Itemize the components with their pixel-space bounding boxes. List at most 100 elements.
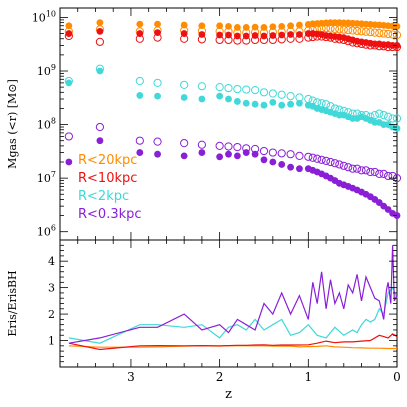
data-point — [64, 76, 73, 86]
data-point — [308, 96, 317, 105]
data-point — [388, 114, 397, 123]
data-point — [215, 83, 224, 92]
data-point — [366, 112, 375, 121]
data-point — [286, 150, 295, 159]
data-point — [269, 23, 277, 31]
ratio-panel-lines — [68, 245, 398, 351]
data-point — [233, 142, 242, 152]
data-point — [321, 32, 331, 42]
data-point — [348, 26, 357, 35]
x-tick-label: 0 — [393, 370, 401, 384]
data-point — [379, 29, 388, 38]
data-point — [95, 37, 105, 46]
data-point — [225, 95, 232, 103]
data-point — [242, 36, 251, 45]
mass-panel-ticks: 106 107 108 109 1010 — [32, 8, 398, 240]
data-point — [268, 89, 277, 98]
data-point — [357, 166, 366, 175]
data-point — [135, 76, 144, 86]
data-point — [348, 164, 357, 173]
data-point — [339, 35, 348, 45]
data-point — [154, 20, 161, 28]
y-tick-label: 1 — [48, 335, 55, 348]
x-tick-label: 3 — [127, 370, 135, 384]
data-point — [335, 105, 344, 114]
legend-item: R<2kpc — [78, 189, 129, 204]
data-point — [198, 95, 206, 103]
data-point — [317, 99, 326, 108]
legend-item: R<10kpc — [78, 171, 137, 186]
data-point — [339, 161, 348, 170]
ratio-panel-ticks: 3 2 1 0 1 2 3 4 — [48, 240, 401, 384]
data-point — [326, 33, 335, 42]
data-point — [384, 171, 393, 181]
data-point — [375, 109, 384, 118]
data-point — [370, 111, 379, 120]
data-point — [286, 34, 295, 43]
x-tick-label: 1 — [304, 370, 312, 384]
data-point — [251, 144, 260, 154]
series-r20-filled — [65, 19, 401, 31]
data-point — [277, 35, 286, 44]
data-point — [154, 92, 161, 100]
data-point — [370, 41, 379, 50]
data-point — [375, 28, 384, 38]
data-point — [326, 157, 335, 167]
data-point — [366, 41, 375, 50]
data-point — [370, 28, 379, 37]
data-point — [96, 27, 104, 35]
data-point — [296, 165, 303, 173]
mass-panel-points — [64, 19, 402, 219]
data-point — [330, 24, 340, 34]
data-point — [330, 34, 340, 43]
data-point — [361, 166, 371, 175]
data-point — [352, 164, 362, 173]
data-point — [224, 142, 233, 151]
data-point — [304, 152, 313, 161]
data-point — [313, 98, 322, 107]
data-point — [330, 159, 340, 168]
data-point — [136, 92, 144, 99]
y-tick-label: 108 — [37, 117, 56, 132]
data-point — [348, 38, 357, 47]
data-point — [375, 169, 384, 178]
data-point — [65, 158, 73, 166]
data-point — [153, 137, 162, 146]
data-point — [296, 21, 303, 29]
data-point — [96, 67, 104, 75]
data-point — [295, 93, 304, 102]
data-point — [96, 137, 104, 145]
data-point — [352, 39, 362, 48]
data-point — [180, 80, 189, 90]
data-point — [233, 152, 241, 160]
data-point — [326, 24, 335, 33]
data-point — [379, 111, 388, 120]
series-r2-open — [64, 64, 402, 123]
data-point — [180, 34, 189, 43]
data-point — [96, 19, 104, 27]
data-point — [224, 35, 233, 45]
data-point — [259, 88, 269, 97]
data-point — [269, 32, 277, 39]
data-point — [65, 22, 73, 30]
data-point — [260, 101, 268, 109]
y-tick-label: 3 — [48, 282, 55, 295]
ratio-line-r2 — [68, 286, 398, 344]
data-point — [366, 28, 375, 37]
y-tick-label: 1010 — [32, 9, 56, 24]
data-point — [287, 22, 294, 30]
data-point — [64, 132, 73, 141]
data-point — [357, 27, 366, 36]
data-point — [224, 83, 233, 93]
y-tick-label: 109 — [37, 63, 56, 78]
data-point — [344, 163, 353, 172]
data-point — [268, 35, 277, 45]
data-point — [180, 152, 188, 160]
ratio-line-r10 — [68, 333, 398, 351]
data-point — [296, 99, 303, 107]
data-point — [308, 153, 317, 162]
legend-item: R<20kpc — [78, 153, 137, 168]
data-point — [278, 31, 286, 39]
data-point — [361, 27, 371, 36]
